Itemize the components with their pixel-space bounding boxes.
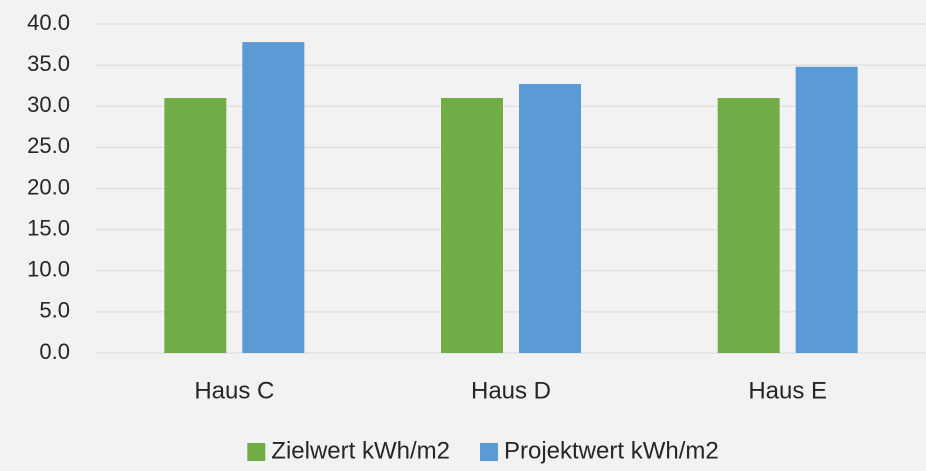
x-tick-label: Haus D (471, 377, 551, 404)
y-tick-label: 20.0 (27, 174, 70, 199)
y-tick-label: 5.0 (39, 298, 70, 323)
bar (441, 98, 503, 354)
legend-label: Zielwert kWh/m2 (271, 437, 450, 464)
y-tick-label: 15.0 (27, 215, 70, 240)
legend-label: Projektwert kWh/m2 (504, 437, 719, 464)
bar (164, 98, 227, 354)
bar (717, 98, 780, 354)
y-tick-label: 35.0 (27, 51, 70, 76)
bar (242, 42, 305, 353)
x-tick-label: Haus C (194, 377, 274, 404)
legend-swatch (247, 443, 266, 461)
bar (795, 66, 858, 354)
y-tick-label: 10.0 (27, 257, 70, 282)
legend-swatch (479, 443, 498, 461)
y-tick-label: 25.0 (27, 133, 70, 158)
y-tick-label: 0.0 (39, 339, 70, 364)
y-tick-label: 30.0 (27, 92, 70, 117)
x-tick-label: Haus E (748, 377, 827, 404)
y-tick-label: 40.0 (27, 10, 70, 35)
bar (519, 84, 581, 353)
